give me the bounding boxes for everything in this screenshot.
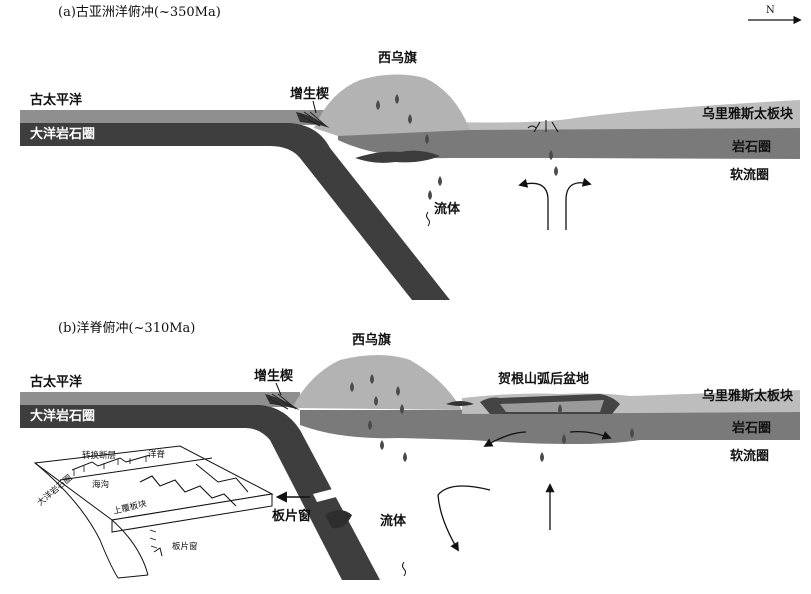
label-b-asthenosphere: 软流圈	[730, 448, 769, 464]
north-label: N	[766, 5, 775, 16]
label-b-hegenshan: 贺根山弧后盆地	[497, 371, 589, 387]
label-b-xiwuqi: 西乌旗	[352, 332, 391, 348]
accretionary-wedge-b	[265, 393, 300, 410]
fluid-squiggle-b	[402, 561, 406, 577]
label-a-asthenosphere: 软流圈	[730, 167, 769, 183]
xiwuqi-arc-mountain-b	[292, 355, 462, 410]
inset-transform-fault: 转换断层	[82, 450, 116, 461]
wedge-leader-a	[312, 100, 317, 114]
upper-plate-lithosphere-b	[300, 410, 800, 444]
label-a-wedge: 增生楔	[290, 86, 329, 102]
rift-faults-a	[527, 120, 559, 133]
label-b-oceanic-litho: 大洋岩石圈	[30, 408, 95, 424]
basin-fill	[500, 400, 604, 412]
magma-chamber-a	[355, 150, 440, 163]
label-b-uliastai: 乌里雅斯太板块	[702, 388, 794, 404]
slab-window-gap	[313, 486, 348, 502]
inset-slab-window: 板片窗	[172, 541, 198, 552]
label-a-uliastai: 乌里雅斯太板块	[702, 106, 794, 122]
panel-b-title: (b)洋脊俯冲(~310Ma)	[58, 320, 195, 336]
convection-arrows-b	[437, 430, 612, 552]
inset-block-diagram	[33, 445, 274, 579]
panel-b: (b)洋脊俯冲(~310Ma)	[20, 320, 800, 580]
magma-drops-b	[350, 374, 634, 462]
slab-blob	[325, 510, 352, 529]
inset-ridge: 洋脊	[148, 449, 166, 460]
magma-drops-a	[376, 94, 558, 200]
wedge-leader-b	[275, 382, 282, 396]
panel-a-title: (a)古亚洲洋俯冲(~350Ma)	[58, 4, 221, 20]
inset-trench: 海沟	[92, 479, 109, 490]
label-b-lithosphere: 岩石圈	[731, 420, 771, 436]
label-a-xiwuqi: 西乌旗	[378, 50, 417, 66]
pacific-ocean-band-b	[20, 392, 300, 407]
label-b-pacific: 古太平洋	[30, 374, 82, 390]
label-b-slab-window: 板片窗	[272, 508, 311, 524]
uliastai-crust	[448, 100, 800, 130]
oceanic-lithosphere-slab	[20, 123, 450, 300]
xiwuqi-arc-mountain	[314, 74, 470, 136]
label-b-wedge: 增生楔	[254, 368, 293, 384]
label-a-fluid: 流体	[434, 201, 461, 217]
small-blob-b	[446, 401, 474, 406]
fluid-squiggle-a	[426, 211, 430, 227]
label-a-pacific: 古太平洋	[30, 92, 82, 108]
pacific-ocean-band	[20, 110, 338, 125]
accretionary-wedge-a	[296, 111, 330, 128]
upper-plate-lithosphere	[338, 128, 800, 159]
label-a-lithosphere: 岩石圈	[731, 139, 771, 155]
label-b-fluid: 流体	[380, 513, 407, 529]
oceanic-lithosphere-slab-b	[20, 405, 380, 580]
label-a-oceanic-litho: 大洋岩石圈	[30, 126, 95, 142]
convection-arrows-a	[518, 177, 592, 230]
panel-a: (a)古亚洲洋俯冲(~350Ma) N	[20, 4, 802, 300]
